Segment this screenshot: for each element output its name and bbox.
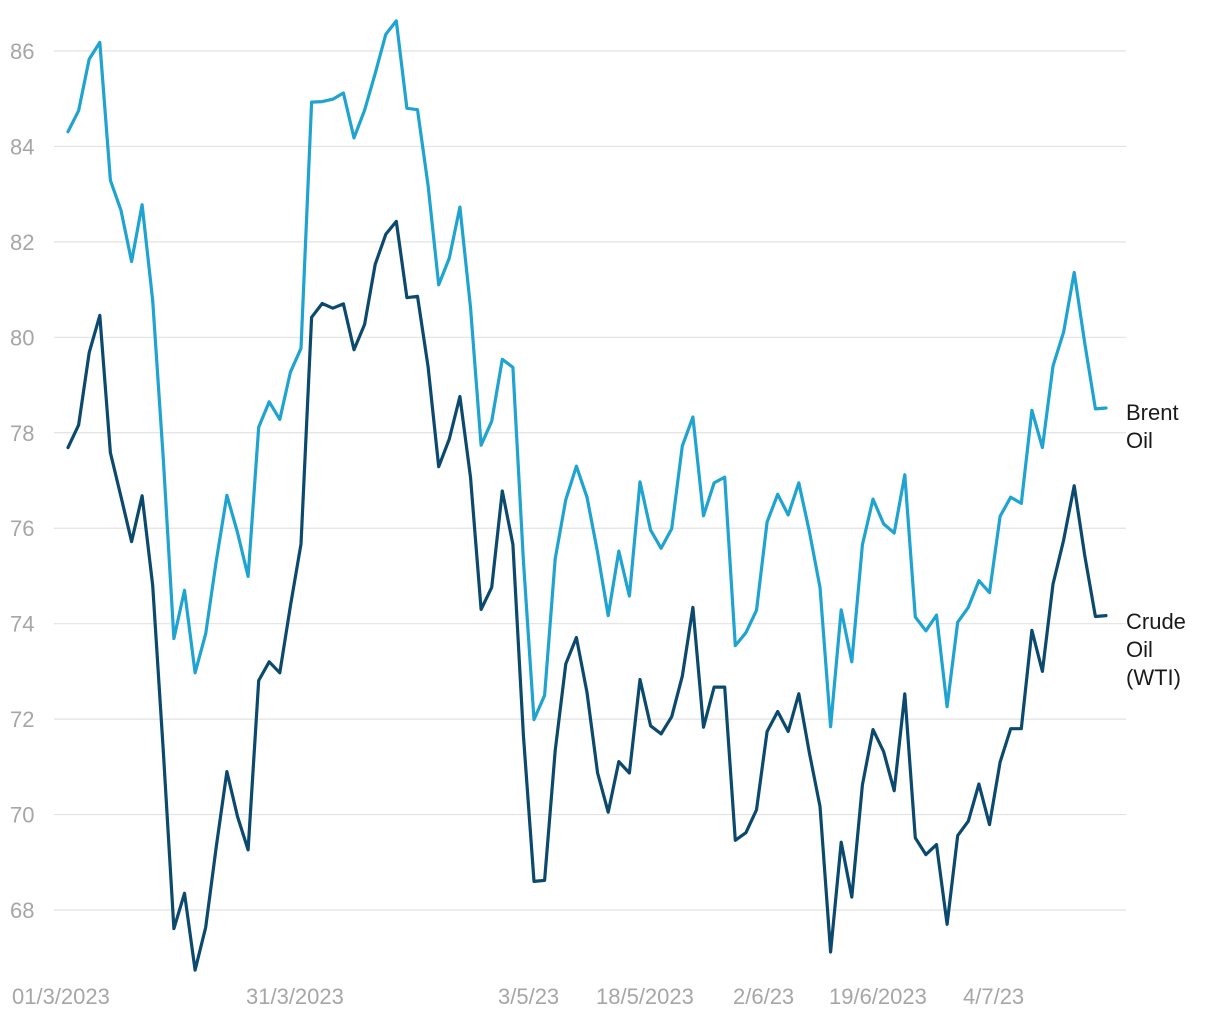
y-tick-label: 84: [10, 134, 34, 159]
series-label-crude-oil-wti: Crude Oil (WTI): [1126, 609, 1186, 690]
x-tick-label: 3/5/23: [498, 984, 559, 1009]
y-tick-label: 82: [10, 230, 34, 255]
series-line-crude-oil-wti: [66, 219, 1108, 972]
x-tick-label: 31/3/2023: [246, 984, 344, 1009]
series-end-labels: Brent Oil Crude Oil (WTI): [1126, 400, 1186, 690]
series-label-line: (WTI): [1126, 665, 1181, 690]
x-tick-label: 2/6/23: [733, 984, 794, 1009]
series-label-line: Oil: [1126, 637, 1153, 662]
y-tick-label: 70: [10, 803, 34, 828]
series-line-brent-oil: [66, 19, 1108, 729]
series-label-brent-oil: Brent Oil: [1126, 400, 1179, 453]
y-tick-label: 76: [10, 516, 34, 541]
y-tick-label: 68: [10, 898, 34, 923]
series-label-line: Brent: [1126, 400, 1179, 425]
y-tick-label: 80: [10, 325, 34, 350]
x-tick-label: 19/6/2023: [829, 984, 927, 1009]
x-tick-label: 18/5/2023: [596, 984, 694, 1009]
x-tick-label: 01/3/2023: [12, 984, 110, 1009]
y-tick-label: 78: [10, 421, 34, 446]
y-axis-tick-labels: 68 70 72 74 76 78 80 82 84 86: [10, 39, 34, 923]
series-label-line: Oil: [1126, 428, 1153, 453]
y-tick-label: 72: [10, 707, 34, 732]
gridlines: [54, 50, 1126, 911]
y-tick-label: 74: [10, 612, 34, 637]
x-tick-label: 4/7/23: [963, 984, 1024, 1009]
x-axis-tick-labels: 01/3/2023 31/3/2023 3/5/23 18/5/2023 2/6/23 1…: [12, 984, 1024, 1009]
series-label-line: Crude: [1126, 609, 1186, 634]
y-tick-label: 86: [10, 39, 34, 64]
series-lines: [66, 19, 1108, 972]
